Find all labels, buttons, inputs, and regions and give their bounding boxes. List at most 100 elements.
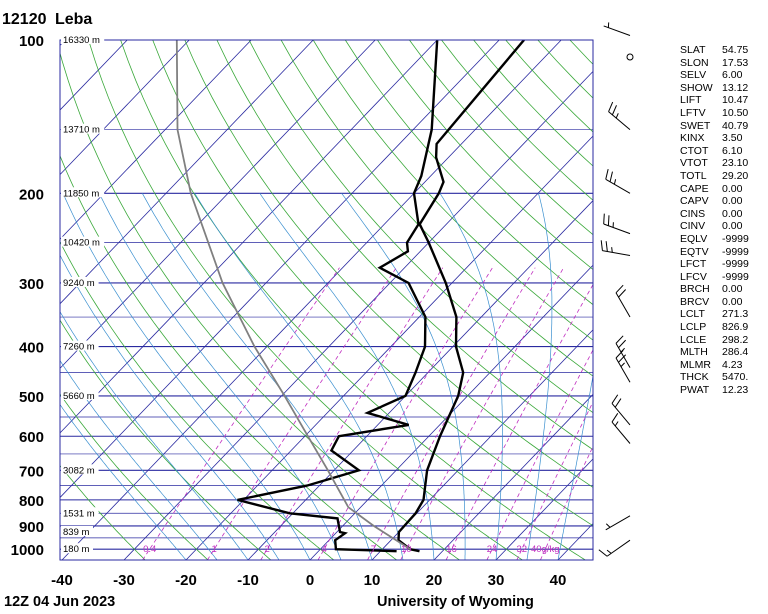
index-value: 298.2 [722,333,749,346]
index-row: SWET 40.79 [680,120,762,133]
index-row: MLTH 286.4 [680,346,762,359]
dry-adiabat-line [60,154,397,560]
index-row: LIFT 10.47 [680,94,762,107]
isotherm-line [0,40,3,560]
temperature-tick-label: 10 [364,572,381,589]
wind-barb [615,335,631,368]
index-value: 4.23 [722,358,743,371]
moist-adiabat-line [60,254,280,560]
wind-barb [611,413,631,444]
moist-adiabat-line [439,193,503,560]
height-label: 1531 m [63,508,95,519]
mixing-ratio-line [142,267,340,560]
index-key: LCLP [680,321,707,334]
index-value: 0.00 [722,220,743,233]
wind-barb-half [615,113,619,119]
wind-barb-full [615,335,624,344]
mixing-ratio-label: 2 [265,544,270,555]
dry-adiabat-line [184,40,593,488]
wind-barb-full [600,240,603,251]
index-value: 0.00 [722,283,743,296]
temperature-tick-label: 40 [550,572,567,589]
index-key: LFCT [680,258,707,271]
index-key: PWAT [680,384,710,397]
index-row: CTOT 6.10 [680,145,762,158]
moist-adiabat-line [60,403,187,560]
isotherm-line [433,393,593,560]
mixing-ratio-line [317,267,493,560]
wind-barb-full [614,398,622,408]
index-value: 40.79 [722,119,749,132]
index-row: TOTL 29.20 [680,170,762,183]
temperature-tick-label: -10 [237,572,259,589]
index-value: -9999 [722,270,749,283]
height-label-bg [61,507,99,518]
mixing-ratio-line [207,267,397,560]
temperature-tick-label: 0 [306,572,314,589]
index-row: SLON 17.53 [680,57,762,70]
wind-barb-calm [626,53,634,61]
mixing-ratio-label: 7 [371,544,376,555]
index-value: 0.00 [722,295,743,308]
height-label-bg [61,123,105,134]
mixing-ratio-label: 10 [401,544,412,555]
index-row: BRCH 0.00 [680,283,762,296]
isotherm-line [123,70,593,560]
index-value: 29.20 [722,169,749,182]
wind-barb-full [618,354,627,363]
pressure-tick-label: 300 [19,276,44,293]
wind-barb-full [603,213,605,225]
mixing-ratio-line [260,267,444,560]
isotherm-line [60,40,190,176]
mixing-ratio-label: 32 [517,544,528,555]
temperature-tick-label: 20 [426,572,443,589]
pressure-tick-label: 900 [19,519,44,536]
index-row: EQLV -9999 [680,233,762,246]
height-label: 10420 m [63,238,100,249]
wind-barb-half [606,549,612,554]
mixing-ratio-line [516,401,593,560]
index-key: EQLV [680,232,708,245]
wind-barb-full [611,105,617,116]
height-label-bg [61,340,99,351]
wind-barb-full [611,394,619,404]
dry-adiabat-line [60,240,335,560]
index-key: CAPE [680,182,709,195]
wind-barb-half [620,362,625,367]
index-row: VTOT 23.10 [680,157,762,170]
wind-barb-staff [602,250,631,257]
index-value: -9999 [722,258,749,271]
wind-barb [603,213,631,235]
dry-adiabat-line [377,40,593,271]
wind-barb-staff [611,421,631,444]
pressure-tick-label: 100 [19,33,44,50]
moist-adiabat-line [60,359,218,560]
indices-panel: SLAT 54.75 SLON 17.53 SELV 6.00 SHOW 13.12 LIFT 1… [680,44,762,397]
index-row: CINV 0.00 [680,220,762,233]
height-label: 7260 m [63,342,95,353]
wind-barb [605,515,631,531]
station-name: Leba [54,11,93,28]
height-label: 13710 m [63,125,100,136]
mixing-ratio-label: 1 [212,544,217,555]
wind-barb-full [609,171,613,182]
index-key: BRCV [680,295,710,308]
isotherm-line [371,329,593,560]
index-row: THCK 5470. [680,371,762,384]
height-label: 5660 m [63,391,95,402]
index-value: 10.47 [722,94,749,107]
index-value: 286.4 [722,346,749,359]
isotherm-line [60,40,376,369]
index-key: LIFT [680,94,702,107]
height-label-bg [61,543,93,554]
temperature-tick-label: -30 [113,572,135,589]
index-key: KINX [680,132,705,145]
wind-barb-staff [615,357,631,383]
index-key: LFCV [680,270,707,283]
index-row: LCLT 271.3 [680,308,762,321]
mixing-ratio-label: 0.4 [143,544,156,555]
dry-adiabat-line [344,40,593,306]
height-label-bg [61,34,105,44]
dry-adiabat-line [216,40,593,451]
